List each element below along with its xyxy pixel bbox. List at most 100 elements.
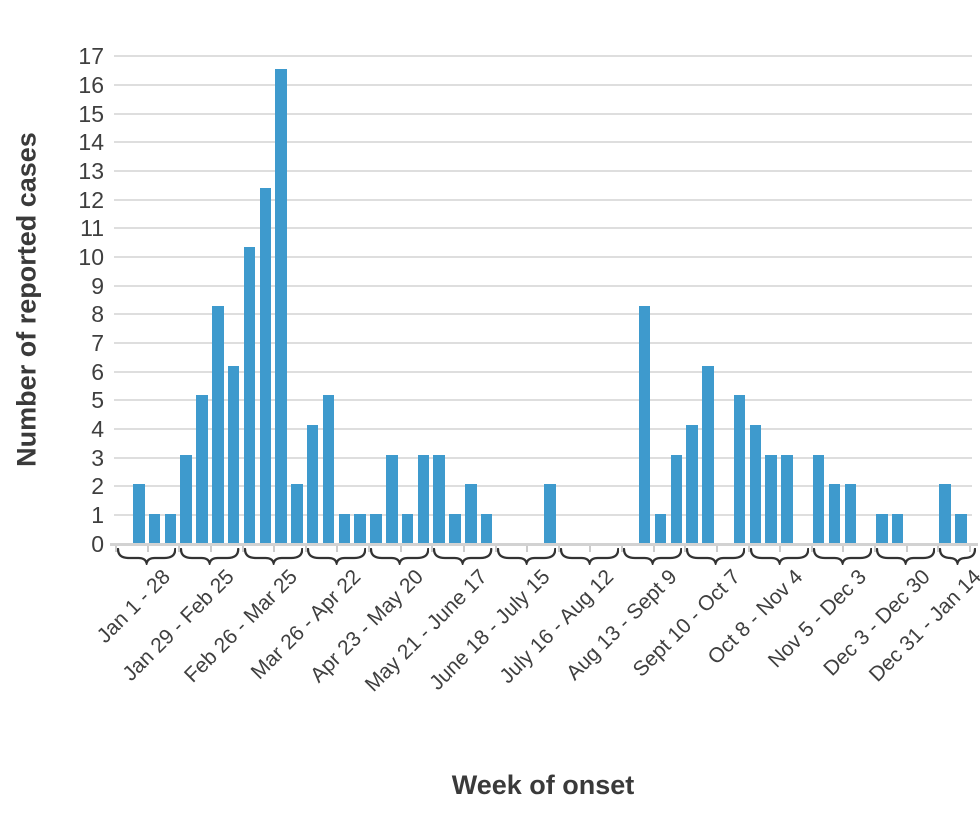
bar [164, 513, 177, 544]
axis-tick [526, 545, 529, 552]
group-brace [369, 547, 430, 570]
axis-tick [241, 545, 244, 552]
y-tick-label: 13 [78, 158, 104, 185]
x-axis-group-label: Mar 26 - Apr 22 [246, 565, 366, 684]
group-brace [180, 547, 240, 570]
bar [955, 513, 967, 544]
axis-tick [652, 545, 655, 552]
y-tick-label: 15 [78, 100, 104, 127]
group-brace [749, 547, 809, 570]
gridline [114, 55, 972, 58]
bar [196, 395, 208, 544]
y-tick-label: 8 [91, 301, 104, 328]
y-tick-label: 4 [91, 415, 104, 442]
axis-tick [209, 545, 212, 552]
bar [243, 246, 256, 544]
y-tick-label: 5 [91, 387, 104, 414]
gridline [114, 341, 972, 344]
bar [480, 513, 493, 544]
gridline [114, 513, 972, 516]
bar [765, 454, 777, 544]
bar [133, 484, 145, 544]
bar [844, 484, 856, 544]
bar [670, 454, 683, 544]
axis-tick [399, 545, 402, 552]
y-tick-label: 3 [91, 444, 104, 471]
bar [227, 365, 240, 544]
bar [322, 395, 335, 544]
axis-tick [621, 545, 624, 552]
x-axis-line [110, 542, 978, 546]
bar [891, 513, 904, 544]
axis-tick [273, 545, 276, 552]
x-axis-group-label: Jan 29 - Feb 25 [118, 565, 239, 686]
y-tick-label: 6 [91, 358, 104, 385]
bar [702, 365, 714, 544]
group-brace [559, 547, 620, 570]
group-brace [116, 547, 177, 570]
y-tick-label: 0 [91, 530, 104, 557]
axis-tick [779, 545, 782, 552]
bar [370, 513, 382, 544]
gridline [114, 84, 972, 87]
axis-tick [178, 545, 181, 552]
group-brace [939, 547, 977, 570]
bar [148, 513, 161, 544]
y-tick-label: 12 [78, 186, 104, 213]
axis-tick [557, 545, 560, 552]
bar [733, 395, 746, 544]
axis-tick [431, 545, 434, 552]
gridline [114, 141, 972, 144]
group-brace [243, 547, 303, 570]
bar [828, 484, 841, 544]
axis-tick [462, 545, 465, 552]
bar [781, 454, 793, 544]
x-axis-title: Week of onset [451, 770, 635, 800]
axis-tick [589, 545, 592, 552]
group-brace [433, 547, 493, 570]
bar [212, 306, 224, 544]
bar [291, 484, 303, 544]
axis-tick [842, 545, 845, 552]
bar [401, 513, 414, 544]
group-brace [875, 547, 936, 570]
axis-tick [810, 545, 813, 552]
y-tick-label: 9 [91, 272, 104, 299]
axis-tick [115, 545, 118, 552]
bar [449, 513, 461, 544]
axis-tick [747, 545, 750, 552]
axis-tick [968, 545, 971, 552]
y-tick-label: 10 [78, 244, 104, 270]
bar [654, 513, 667, 544]
group-brace [686, 547, 746, 570]
y-tick-label: 17 [78, 43, 104, 70]
group-brace [622, 547, 683, 570]
bar [876, 513, 888, 544]
bar [749, 424, 762, 544]
y-tick-label: 2 [91, 473, 104, 500]
axis-tick [873, 545, 876, 552]
axis-tick [304, 545, 307, 552]
gridline [114, 370, 972, 373]
gridline [114, 256, 972, 258]
y-tick-label: 11 [80, 215, 104, 242]
gridline [114, 170, 972, 173]
bar [259, 187, 272, 544]
gridline [114, 427, 972, 430]
bar [686, 424, 698, 544]
axis-tick [336, 545, 339, 552]
group-brace [496, 547, 556, 570]
bar [354, 513, 366, 544]
bar [417, 454, 430, 544]
axis-tick [715, 545, 718, 552]
bar [812, 454, 825, 544]
gridline [114, 456, 972, 459]
bar [433, 454, 445, 544]
bar [275, 69, 287, 544]
group-brace [306, 547, 367, 570]
y-tick-label: 16 [78, 72, 104, 99]
gridline [114, 198, 972, 201]
axis-tick [368, 545, 371, 552]
